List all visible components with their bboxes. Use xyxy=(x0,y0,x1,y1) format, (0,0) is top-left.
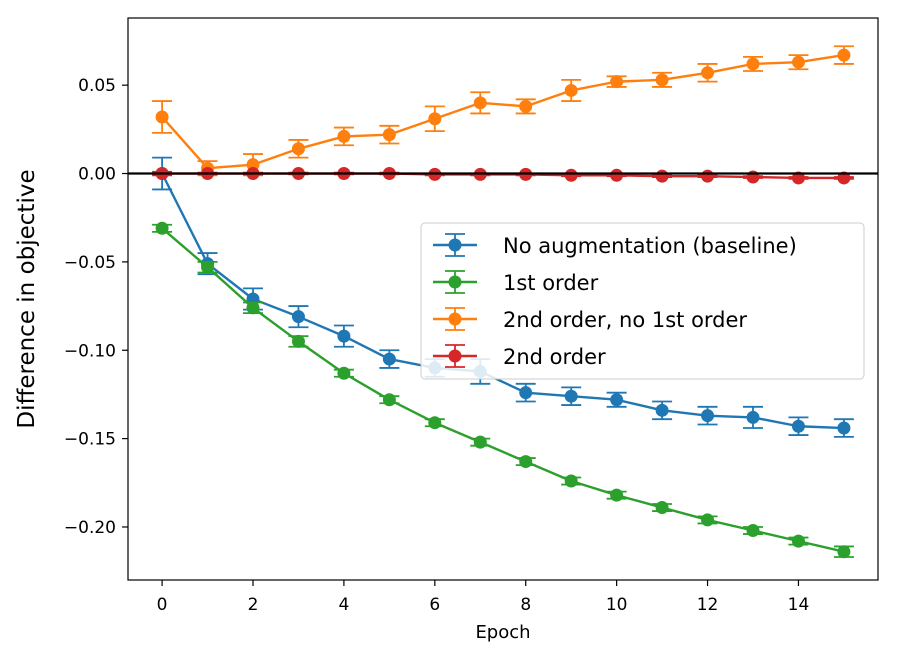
x-tick-label: 2 xyxy=(248,595,259,615)
data-point xyxy=(246,301,260,315)
legend-marker xyxy=(448,238,462,252)
legend-marker xyxy=(448,312,462,326)
data-point xyxy=(519,386,533,400)
data-point xyxy=(428,416,442,430)
x-axis-label: Epoch xyxy=(475,622,530,643)
y-tick-label: −0.10 xyxy=(64,341,116,361)
legend-marker xyxy=(448,275,462,289)
data-point xyxy=(291,310,305,324)
legend-marker xyxy=(448,349,462,363)
data-point xyxy=(701,513,715,527)
data-point xyxy=(564,83,578,97)
x-tick-label: 14 xyxy=(788,595,810,615)
data-point xyxy=(837,421,851,435)
data-point xyxy=(519,455,533,469)
data-point xyxy=(382,393,396,407)
x-tick-label: 4 xyxy=(338,595,349,615)
legend-label: 2nd order xyxy=(503,345,606,369)
data-point xyxy=(291,142,305,156)
data-point xyxy=(791,171,805,185)
series-line xyxy=(161,172,844,430)
x-tick-label: 10 xyxy=(606,595,628,615)
data-point xyxy=(701,409,715,423)
data-point xyxy=(519,99,533,113)
data-point xyxy=(791,534,805,548)
y-axis-label: Difference in objective xyxy=(14,169,40,428)
data-point xyxy=(655,169,669,183)
data-point xyxy=(337,129,351,143)
series-line xyxy=(161,227,845,553)
data-point xyxy=(337,366,351,380)
plot-frame xyxy=(127,17,879,581)
data-point xyxy=(155,110,169,124)
data-point xyxy=(428,112,442,126)
data-point xyxy=(791,55,805,69)
legend-box xyxy=(420,222,865,380)
data-point xyxy=(564,389,578,403)
data-point xyxy=(473,96,487,110)
y-tick-label: −0.20 xyxy=(64,518,116,538)
data-point xyxy=(382,128,396,142)
x-tick-label: 12 xyxy=(697,595,719,615)
series-layer xyxy=(152,45,854,559)
legend: No augmentation (baseline) 1st order 2nd o… xyxy=(420,222,865,380)
data-point xyxy=(701,169,715,183)
data-point xyxy=(155,221,169,235)
legend-label: 2nd order, no 1st order xyxy=(503,308,747,332)
data-point xyxy=(564,168,578,182)
data-point xyxy=(746,524,760,538)
data-point xyxy=(837,171,851,185)
y-tick-label: 0.00 xyxy=(78,165,116,185)
y-tick-label: −0.15 xyxy=(64,430,116,450)
y-tick-label: −0.05 xyxy=(64,253,116,273)
data-point xyxy=(382,352,396,366)
x-tick-label: 8 xyxy=(520,595,531,615)
data-point xyxy=(655,501,669,515)
legend-label: 1st order xyxy=(503,271,599,295)
ticks-layer: 0 2 4 6 8 10 12 14 0.05 0.00 −0.05 −0.10 −0.15 −0.20 xyxy=(64,76,809,615)
data-point xyxy=(337,329,351,343)
data-point xyxy=(564,474,578,488)
data-point xyxy=(201,260,215,274)
data-point xyxy=(610,393,624,407)
x-tick-label: 0 xyxy=(157,595,168,615)
data-point xyxy=(610,75,624,89)
data-point xyxy=(291,334,305,348)
data-point xyxy=(610,168,624,182)
data-point xyxy=(791,419,805,433)
data-point xyxy=(837,48,851,62)
data-point xyxy=(610,488,624,502)
data-point xyxy=(655,73,669,87)
data-point xyxy=(655,403,669,417)
series-line xyxy=(161,53,845,170)
x-tick-label: 6 xyxy=(429,595,440,615)
data-point xyxy=(837,545,851,559)
legend-label: No augmentation (baseline) xyxy=(503,234,797,258)
series-group xyxy=(152,45,854,177)
data-point xyxy=(746,57,760,71)
y-tick-label: 0.05 xyxy=(78,76,116,96)
data-point xyxy=(746,410,760,424)
data-point xyxy=(473,435,487,449)
series-group xyxy=(152,221,854,559)
data-point xyxy=(701,66,715,80)
